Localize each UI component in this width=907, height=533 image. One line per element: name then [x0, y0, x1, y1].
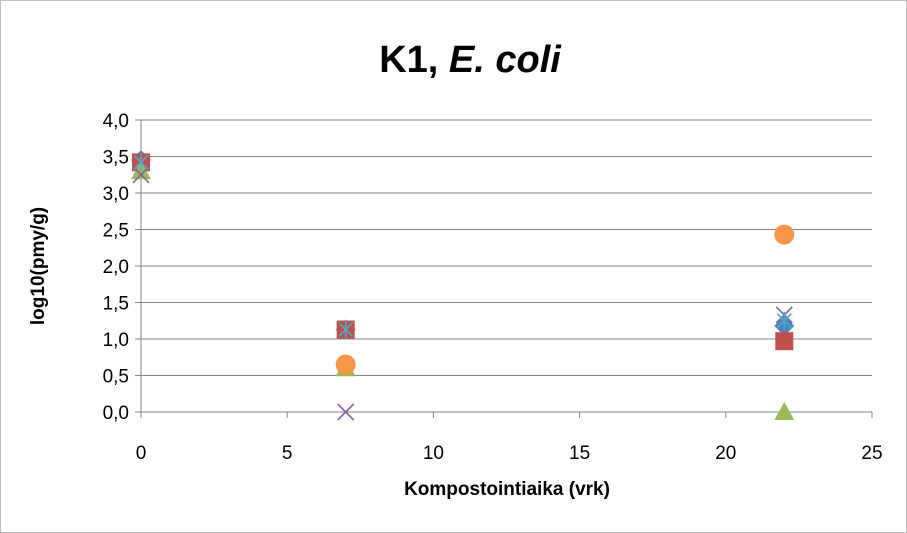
data-point-asterisk: [776, 311, 792, 330]
data-point-triangle: [774, 402, 795, 420]
x-tick-label: 15: [569, 443, 590, 464]
chart-title-italic: E. coli: [449, 39, 562, 81]
y-tick-label: 3,0: [103, 184, 129, 205]
y-tick-label: 1,0: [103, 330, 129, 351]
y-tick-label: 1,5: [103, 294, 129, 315]
y-tick-label: 3,5: [103, 148, 129, 169]
x-tick-label: 25: [861, 443, 882, 464]
data-points: [131, 150, 795, 421]
chart-title: K1, E. coli: [379, 39, 562, 81]
y-axis-label: log10(pmy/g): [28, 207, 49, 325]
x-tick-label: 10: [423, 443, 444, 464]
x-tick-label: 20: [715, 443, 736, 464]
x-tick-label: 0: [136, 443, 147, 464]
y-tick-label: 0,0: [103, 403, 129, 424]
data-point-circle: [774, 224, 795, 245]
y-tick-label: 2,5: [103, 221, 129, 242]
data-point-circle: [335, 354, 356, 375]
y-tick-label: 0,5: [103, 367, 129, 388]
y-tick-labels: 0,0 0,5 1,0 1,5 2,0 2,5 3,0 3,5 4,0: [103, 111, 129, 424]
y-tick-label: 4,0: [103, 111, 129, 132]
data-point-x: [132, 166, 150, 184]
y-tick-label: 2,0: [103, 257, 129, 278]
data-point-asterisk: [338, 320, 354, 339]
data-point-asterisk: [133, 153, 149, 172]
axes: [135, 119, 873, 418]
data-point-square: [775, 332, 794, 351]
chart-title-main: K1,: [379, 39, 449, 81]
data-point-x: [337, 403, 355, 421]
x-tick-label: 5: [282, 443, 293, 464]
x-tick-labels: 0 5 10 15 20 25: [136, 443, 883, 464]
x-axis-label: Kompostointiaika (vrk): [404, 479, 610, 500]
gridlines: [141, 119, 872, 376]
